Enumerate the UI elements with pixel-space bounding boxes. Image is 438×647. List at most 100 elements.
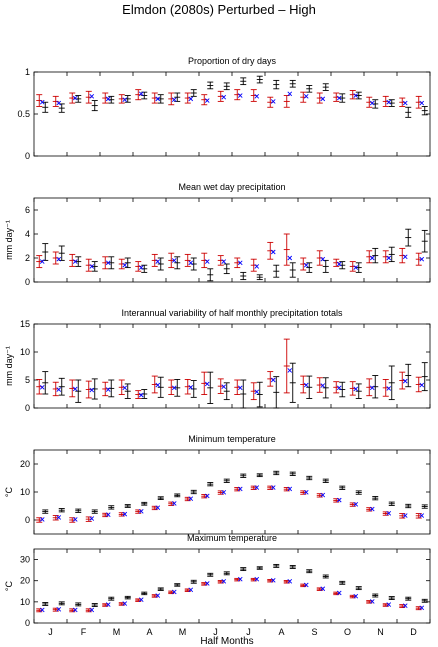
mean-marker (303, 582, 309, 588)
mean-marker (221, 489, 227, 495)
error-bar (69, 92, 76, 104)
panel-title: Proportion of dry days (188, 56, 277, 66)
error-bar (108, 596, 115, 601)
error-bar (421, 105, 428, 116)
error-bar (58, 601, 65, 606)
mean-marker (402, 254, 408, 260)
mean-marker (353, 593, 359, 599)
mean-marker (270, 99, 276, 104)
error-bar (223, 478, 230, 483)
error-bar (322, 478, 329, 483)
y-tick-label: 0 (25, 618, 30, 628)
mean-marker (204, 259, 210, 264)
error-bar (322, 259, 329, 273)
month-label: J (213, 627, 218, 637)
month-label: M (113, 627, 121, 637)
error-bar (124, 257, 131, 269)
mean-marker (353, 265, 359, 270)
panel-title: Mean wet day precipitation (178, 182, 285, 192)
mean-marker (369, 100, 375, 106)
error-bar (124, 595, 131, 600)
error-bar (399, 513, 406, 519)
y-tick-label: 0 (25, 151, 30, 161)
y-tick-label: 20 (20, 459, 30, 469)
mean-marker (320, 586, 326, 592)
error-bar (273, 470, 280, 476)
series-observed (42, 470, 428, 514)
panel-4: Minimum temperature 0 10 20 °C (4, 434, 431, 535)
mean-marker (386, 255, 392, 261)
series-observed (42, 563, 428, 607)
mean-marker (39, 99, 45, 105)
panel-2: Mean wet day precipitation 0 2 4 6 mm day⁻¹ (4, 182, 431, 287)
mean-marker (56, 606, 62, 612)
error-bar (256, 566, 263, 570)
error-bar (75, 602, 82, 607)
mean-marker (287, 91, 293, 97)
mean-marker (56, 515, 62, 520)
mean-marker (237, 486, 243, 492)
error-bar (415, 252, 422, 266)
error-bar (405, 503, 412, 509)
month-label: N (377, 627, 384, 637)
mean-marker (188, 587, 194, 593)
error-bar (256, 75, 263, 84)
mean-marker (369, 506, 375, 512)
error-bar (415, 513, 422, 519)
error-bar (322, 574, 329, 579)
error-bar (256, 381, 263, 408)
error-bar (250, 382, 257, 401)
mean-marker (287, 255, 293, 261)
mean-marker (155, 96, 161, 102)
error-bar (174, 256, 181, 270)
error-bar (190, 579, 197, 584)
error-bar (75, 379, 82, 403)
mean-marker (419, 605, 425, 611)
mean-marker (39, 517, 45, 522)
error-bar (289, 471, 296, 476)
error-bar (217, 90, 224, 102)
error-bar (223, 571, 230, 576)
error-bar (405, 596, 412, 601)
error-bar (289, 565, 296, 569)
mean-marker (89, 264, 95, 269)
mean-marker (386, 602, 392, 607)
error-bar (306, 375, 313, 399)
mean-marker (386, 386, 392, 391)
mean-marker (72, 607, 78, 613)
error-bar (91, 509, 98, 514)
mean-marker (270, 249, 276, 255)
mean-marker (188, 384, 194, 390)
series-mean (39, 485, 425, 522)
mean-marker (138, 392, 144, 398)
mean-marker (353, 93, 359, 98)
mean-marker (369, 255, 375, 261)
mean-marker (369, 385, 375, 391)
mean-marker (56, 100, 62, 106)
mean-marker (320, 492, 326, 498)
axes-box (33, 197, 431, 283)
mean-marker (287, 579, 293, 584)
error-bar (405, 363, 412, 388)
y-axis-label: °C (4, 486, 14, 497)
mean-marker (303, 94, 309, 99)
error-bar (124, 504, 131, 508)
mean-marker (171, 589, 177, 595)
month-label: A (146, 627, 152, 637)
y-tick-label: 10 (20, 597, 30, 607)
mean-marker (204, 581, 210, 586)
series-observed (42, 228, 428, 282)
mean-marker (72, 517, 78, 522)
error-bar (85, 90, 92, 104)
mean-marker (105, 602, 111, 607)
mean-marker (270, 377, 276, 383)
error-bar (339, 93, 346, 103)
series-mean (39, 368, 425, 398)
mean-marker (254, 485, 260, 490)
error-bar (240, 77, 247, 86)
error-bar (174, 583, 181, 587)
mean-marker (72, 259, 78, 264)
mean-marker (89, 94, 95, 99)
mean-marker (254, 576, 260, 582)
y-tick-label: 0 (25, 403, 30, 413)
